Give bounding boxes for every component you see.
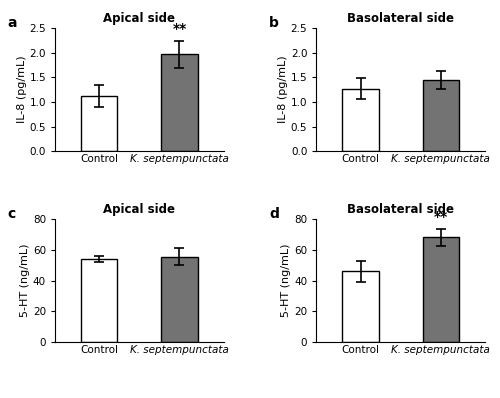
Y-axis label: 5-HT (ng/mL): 5-HT (ng/mL) [282, 244, 292, 317]
Title: Apical side: Apical side [104, 203, 176, 217]
Y-axis label: IL-8 (pg/mL): IL-8 (pg/mL) [16, 56, 26, 123]
Title: Basolateral side: Basolateral side [347, 12, 454, 25]
Text: c: c [8, 207, 16, 220]
Title: Apical side: Apical side [104, 12, 176, 25]
Title: Basolateral side: Basolateral side [347, 203, 454, 217]
Bar [342, 271, 378, 342]
Bar [81, 96, 117, 151]
Y-axis label: 5-HT (ng/mL): 5-HT (ng/mL) [20, 244, 30, 317]
Bar [423, 238, 459, 342]
Text: a: a [8, 16, 18, 29]
Text: b: b [269, 16, 279, 29]
Text: **: ** [434, 210, 448, 224]
Text: d: d [269, 207, 279, 220]
Bar [162, 55, 198, 151]
Bar [342, 88, 378, 151]
Bar [162, 257, 198, 342]
Text: **: ** [172, 22, 186, 36]
Bar [81, 259, 117, 342]
Y-axis label: IL-8 (pg/mL): IL-8 (pg/mL) [278, 56, 288, 123]
Bar [423, 80, 459, 151]
